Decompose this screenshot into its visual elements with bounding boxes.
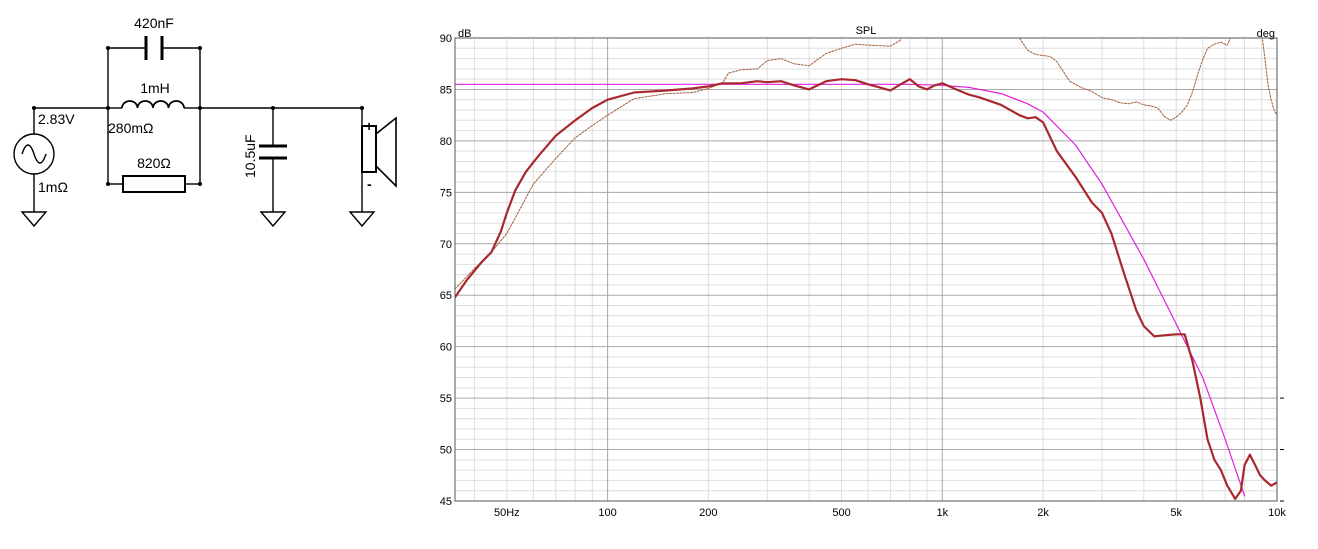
source-resistance-label: 1mΩ: [38, 179, 68, 195]
y-tick-label: 55: [440, 393, 452, 405]
x-tick-label: 2k: [1037, 507, 1049, 519]
y-tick-label: 50: [440, 445, 452, 457]
ground-icon: [259, 211, 287, 228]
crossover-schematic: 2.83V 1mΩ 420nF 1mH 280mΩ 820Ω 10.5uF + …: [13, 15, 397, 228]
source-voltage-label: 2.83V: [38, 111, 75, 127]
spl-curve: [455, 78, 1277, 500]
capacitor-420nf-icon[interactable]: [144, 36, 164, 60]
inductor-label: 1mH: [140, 80, 170, 96]
ground-icon: [20, 211, 48, 228]
y-tick-label: 80: [440, 136, 452, 148]
chart-title: SPL: [856, 25, 877, 37]
y-tick-label: 60: [440, 342, 452, 354]
x-tick-label: 10k: [1268, 507, 1286, 519]
y-axis-label-left: dB: [458, 28, 471, 40]
capacitor-parallel-label: 420nF: [134, 15, 174, 31]
x-tick-label: 5k: [1170, 507, 1182, 519]
y-tick-label: 75: [440, 187, 452, 199]
capacitor-shunt-label: 10.5uF: [242, 134, 258, 178]
x-tick-label: 1k: [936, 507, 948, 519]
inductor-resistance-label: 280mΩ: [108, 120, 154, 136]
resistor-label: 820Ω: [137, 155, 171, 171]
target-curve: [455, 83, 1246, 497]
phase-curve: [1018, 38, 1231, 121]
x-tick-label: 200: [699, 507, 717, 519]
speaker-icon[interactable]: [361, 116, 397, 188]
phase-curve: [1261, 38, 1277, 116]
resistor-820-icon[interactable]: [122, 175, 186, 193]
y-tick-label: 45: [440, 496, 452, 508]
x-tick-label: 500: [832, 507, 850, 519]
speaker-plus-label: +: [365, 118, 373, 134]
y-tick-label: 65: [440, 290, 452, 302]
x-tick-label: 50Hz: [494, 507, 520, 519]
y-axis-label-right: deg: [1257, 28, 1275, 40]
ground-icon: [348, 211, 376, 228]
speaker-minus-label: -: [367, 176, 372, 192]
y-tick-label: 85: [440, 84, 452, 96]
y-tick-label: 90: [440, 33, 452, 45]
x-tick-label: 100: [598, 507, 616, 519]
y-tick-label: 70: [440, 239, 452, 251]
inductor-1mh-icon[interactable]: [121, 100, 185, 109]
